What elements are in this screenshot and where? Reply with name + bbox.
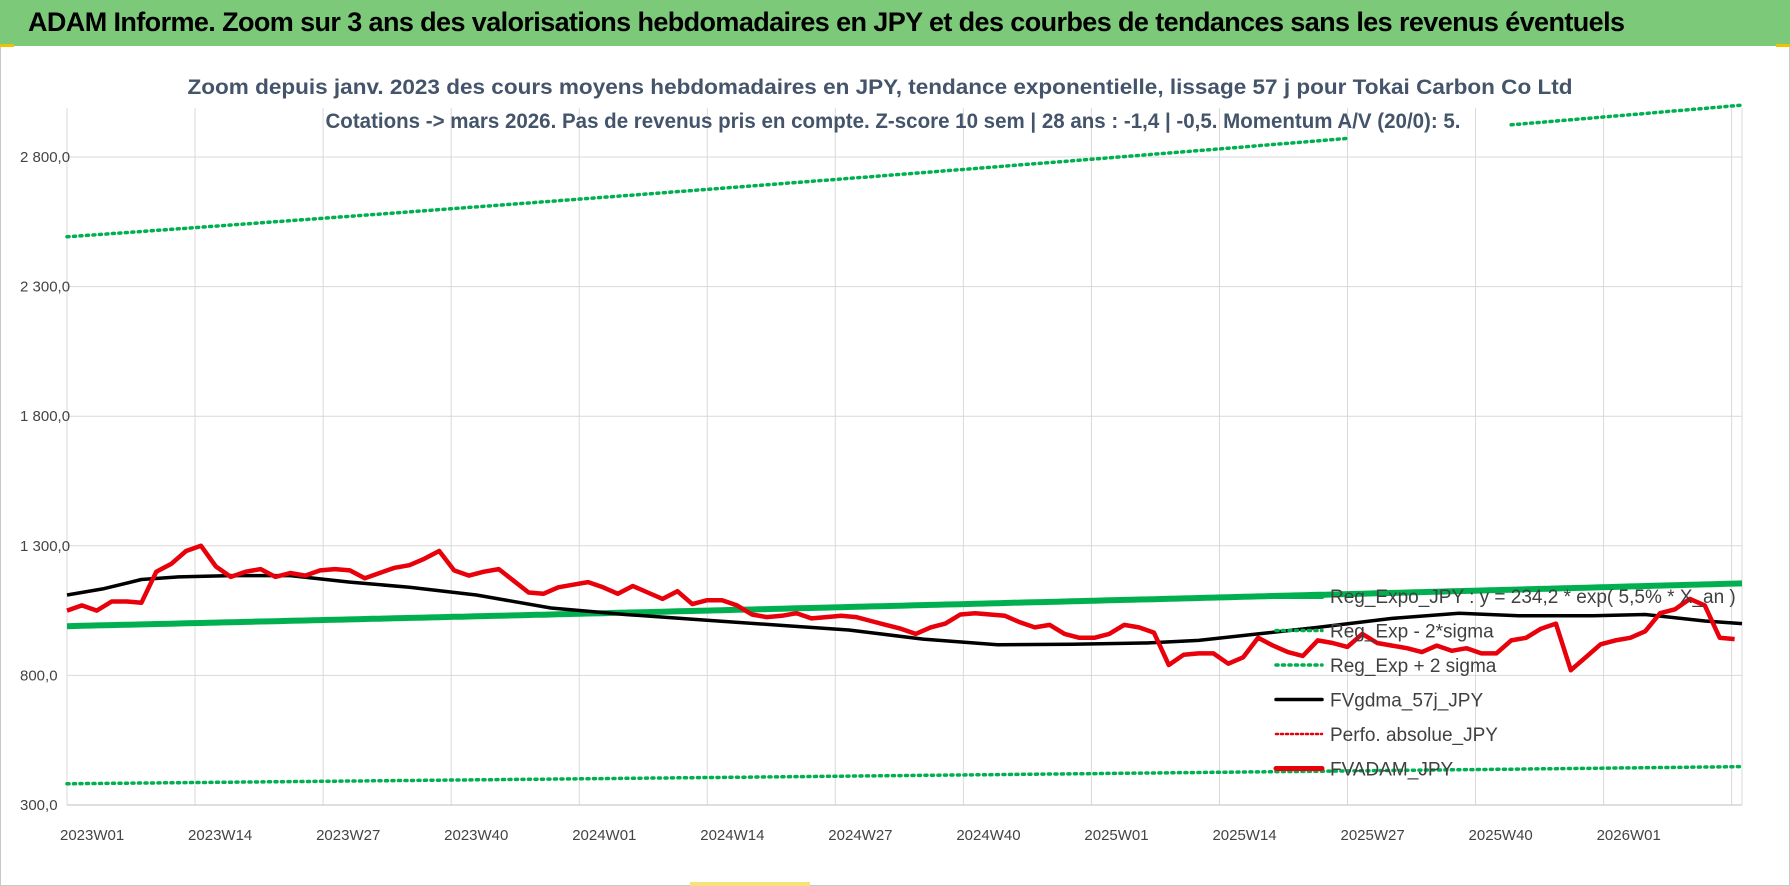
- y-tick-label: 800,0: [20, 667, 58, 684]
- series-gdma-line: [66, 573, 1743, 647]
- x-tick-label: 2025W27: [1341, 827, 1405, 844]
- x-tick-label: 2025W14: [1212, 827, 1276, 844]
- x-tick-label: 2023W01: [60, 827, 124, 844]
- series-exp-trend-line: [66, 580, 1743, 630]
- legend-label: FVADAM_JPY: [1330, 760, 1454, 781]
- y-tick-label: 1 300,0: [20, 538, 70, 555]
- series-lower-sigma-line: [65, 764, 1744, 786]
- series-upper-sigma-line: [65, 136, 1350, 239]
- chart-title-line1: Zoom depuis janv. 2023 des cours moyens …: [188, 76, 1573, 99]
- chart-grid: [66, 108, 1743, 806]
- report-title: ADAM Informe. Zoom sur 3 ans des valoris…: [28, 7, 1625, 37]
- chart-title-line2: Cotations -> mars 2026. Pas de revenus p…: [326, 110, 1461, 133]
- chart-series: [65, 103, 1744, 786]
- x-axis-labels: 2023W01 2023W14 2023W27 2023W40 2024W01 2024W…: [60, 827, 1661, 844]
- chart-legend: Reg_Expo_JPY : y = 234,2 * exp( 5,5% * X…: [1273, 587, 1736, 781]
- x-tick-label: 2024W14: [700, 827, 764, 844]
- y-tick-label: 1 800,0: [20, 408, 70, 425]
- legend-label: Perfo. absolue_JPY: [1330, 725, 1498, 746]
- y-tick-label: 2 300,0: [20, 279, 70, 296]
- legend-label: Reg_Expo_JPY : y = 234,2 * exp( 5,5% * X…: [1330, 587, 1736, 608]
- y-tick-label: 2 800,0: [20, 149, 70, 166]
- series-fvadam-line: [66, 543, 1735, 673]
- report-header: ADAM Informe. Zoom sur 3 ans des valoris…: [0, 0, 1790, 46]
- x-tick-label: 2024W27: [828, 827, 892, 844]
- x-tick-label: 2025W01: [1084, 827, 1148, 844]
- x-tick-label: 2026W01: [1597, 827, 1661, 844]
- sheet-tab-marker: [690, 882, 810, 886]
- y-tick-label: 300,0: [20, 797, 58, 814]
- legend-label: FVgdma_57j_JPY: [1330, 691, 1483, 712]
- x-tick-label: 2024W01: [572, 827, 636, 844]
- header-accent-right: [1776, 44, 1790, 47]
- x-tick-label: 2024W40: [956, 827, 1020, 844]
- x-tick-label: 2023W27: [316, 827, 380, 844]
- x-tick-label: 2025W40: [1469, 827, 1533, 844]
- series-upper-sigma-line: [1509, 103, 1744, 127]
- legend-label: Reg_Exp + 2 sigma: [1330, 656, 1497, 677]
- header-accent-left: [0, 44, 14, 47]
- legend-label: Reg_Exp - 2*sigma: [1330, 622, 1494, 643]
- x-tick-label: 2023W40: [444, 827, 508, 844]
- y-axis-labels: 300,0 800,0 1 300,0 1 800,0 2 300,0 2 800,0: [20, 149, 70, 814]
- x-tick-label: 2023W14: [188, 827, 252, 844]
